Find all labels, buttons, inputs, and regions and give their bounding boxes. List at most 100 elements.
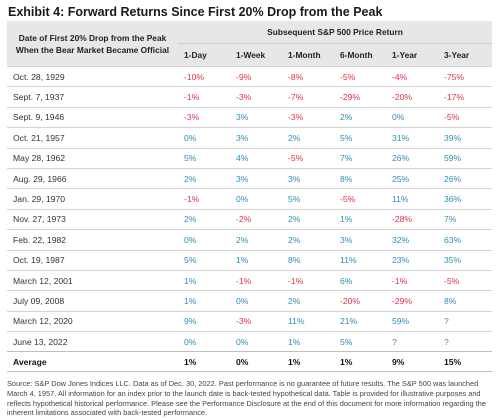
table-row: Oct. 28, 1929 -10% -9% -8% -5% -4% -75% [7, 65, 493, 87]
average-cell: 15% [438, 351, 493, 373]
average-cell: 1% [334, 351, 386, 373]
return-cell: 2% [230, 229, 282, 251]
return-cell: 39% [438, 127, 493, 149]
return-cell: 2% [178, 167, 230, 189]
return-cell: -1% [178, 86, 230, 108]
table-row: Sept. 7, 1937 -1% -3% -7% -29% -20% -17% [7, 86, 493, 108]
date-column-header: Date of First 20% Drop from the Peak Whe… [7, 21, 178, 67]
return-cell: 11% [282, 310, 334, 332]
table-row: Aug. 29, 1966 2% 3% 3% 8% 25% 26% [7, 167, 493, 189]
return-cell: 2% [282, 290, 334, 312]
return-cell: 59% [386, 310, 438, 332]
period-header: 3-Year [438, 43, 493, 67]
average-cell: 0% [230, 351, 282, 373]
return-cell: 5% [178, 249, 230, 271]
row-date: Aug. 29, 1966 [7, 167, 178, 189]
table-row: Oct. 21, 1957 0% 3% 2% 5% 31% 39% [7, 127, 493, 149]
group-header: Subsequent S&P 500 Price Return [178, 21, 493, 44]
table-row: Nov. 27, 1973 2% -2% 2% 1% -28% 7% [7, 208, 493, 230]
return-cell: -5% [334, 188, 386, 210]
period-header: 1-Month [282, 43, 334, 67]
row-date: March 12, 2020 [7, 310, 178, 332]
return-cell: 0% [230, 331, 282, 352]
return-cell: -1% [178, 188, 230, 210]
return-cell: -9% [230, 65, 282, 87]
returns-table: Date of First 20% Drop from the Peak Whe… [7, 21, 493, 373]
row-date: Sept. 9, 1946 [7, 106, 178, 128]
table-row: Oct. 19, 1987 5% 1% 8% 11% 23% 35% [7, 249, 493, 271]
return-cell: 0% [178, 229, 230, 251]
return-cell: 1% [230, 249, 282, 271]
return-cell: -28% [386, 208, 438, 230]
return-cell: 59% [438, 147, 493, 169]
table-row: July 09, 2008 1% 0% 2% -20% -29% 8% [7, 290, 493, 312]
return-cell: -3% [178, 106, 230, 128]
return-cell: ? [438, 331, 493, 352]
table-row: Sept. 9, 1946 -3% 3% -3% 2% 0% -5% [7, 106, 493, 128]
return-cell: 21% [334, 310, 386, 332]
return-cell: 26% [438, 167, 493, 189]
return-cell: 32% [386, 229, 438, 251]
return-cell: 26% [386, 147, 438, 169]
period-header: 1-Week [230, 43, 282, 67]
return-cell: 36% [438, 188, 493, 210]
row-date: Oct. 28, 1929 [7, 65, 178, 87]
table-row: June 13, 2022 0% 0% 1% 5%?? [7, 331, 493, 352]
return-cell: -4% [386, 65, 438, 87]
average-row: Average 1% 0% 1% 1% 9% 15% [7, 351, 493, 373]
return-cell: 5% [334, 331, 386, 352]
return-cell: 25% [386, 167, 438, 189]
return-cell: 1% [334, 208, 386, 230]
return-cell: -3% [282, 106, 334, 128]
exhibit-title: Exhibit 4: Forward Returns Since First 2… [8, 5, 383, 19]
row-date: Oct. 21, 1957 [7, 127, 178, 149]
return-cell: 2% [178, 208, 230, 230]
return-cell: 5% [178, 147, 230, 169]
return-cell: -8% [282, 65, 334, 87]
return-cell: 0% [386, 106, 438, 128]
return-cell: ? [438, 310, 493, 332]
return-cell: -75% [438, 65, 493, 87]
return-cell: 6% [334, 269, 386, 291]
return-cell: 3% [334, 229, 386, 251]
return-cell: 0% [230, 188, 282, 210]
row-date: Feb. 22, 1982 [7, 229, 178, 251]
source-note: Source: S&P Dow Jones Indices LLC. Data … [7, 379, 486, 418]
average-cell: 1% [282, 351, 334, 373]
return-cell: 3% [230, 127, 282, 149]
row-date: May 28, 1962 [7, 147, 178, 169]
return-cell: -5% [438, 106, 493, 128]
return-cell: 5% [334, 127, 386, 149]
return-cell: 0% [178, 331, 230, 352]
exhibit: Exhibit 4: Forward Returns Since First 2… [7, 5, 493, 417]
return-cell: 1% [178, 290, 230, 312]
return-cell: -10% [178, 65, 230, 87]
return-cell: 3% [282, 167, 334, 189]
return-cell: -5% [334, 65, 386, 87]
table-row: May 28, 1962 5% 4% -5% 7% 26% 59% [7, 147, 493, 169]
row-date: June 13, 2022 [7, 331, 178, 352]
return-cell: -1% [386, 269, 438, 291]
return-cell: 4% [230, 147, 282, 169]
return-cell: 0% [230, 290, 282, 312]
return-cell: 9% [178, 310, 230, 332]
period-header: 1-Day [178, 43, 230, 67]
return-cell: 1% [282, 331, 334, 352]
return-cell: 35% [438, 249, 493, 271]
row-date: Jan. 29, 1970 [7, 188, 178, 210]
row-date: March 12, 2001 [7, 269, 178, 291]
return-cell: -29% [386, 290, 438, 312]
return-cell: -20% [386, 86, 438, 108]
return-cell: -5% [438, 269, 493, 291]
period-header: 6-Month [334, 43, 386, 67]
header-row-periods: 1-Day 1-Week 1-Month 6-Month 1-Year 3-Ye… [7, 43, 493, 67]
return-cell: 11% [386, 188, 438, 210]
return-cell: 3% [230, 106, 282, 128]
return-cell: -3% [230, 310, 282, 332]
return-cell: 63% [438, 229, 493, 251]
table-row: March 12, 2001 1% -1% -1% 6% -1% -5% [7, 269, 493, 291]
row-date: Oct. 19, 1987 [7, 249, 178, 271]
average-label: Average [7, 351, 178, 373]
row-date: Nov. 27, 1973 [7, 208, 178, 230]
average-cell: 9% [386, 351, 438, 373]
